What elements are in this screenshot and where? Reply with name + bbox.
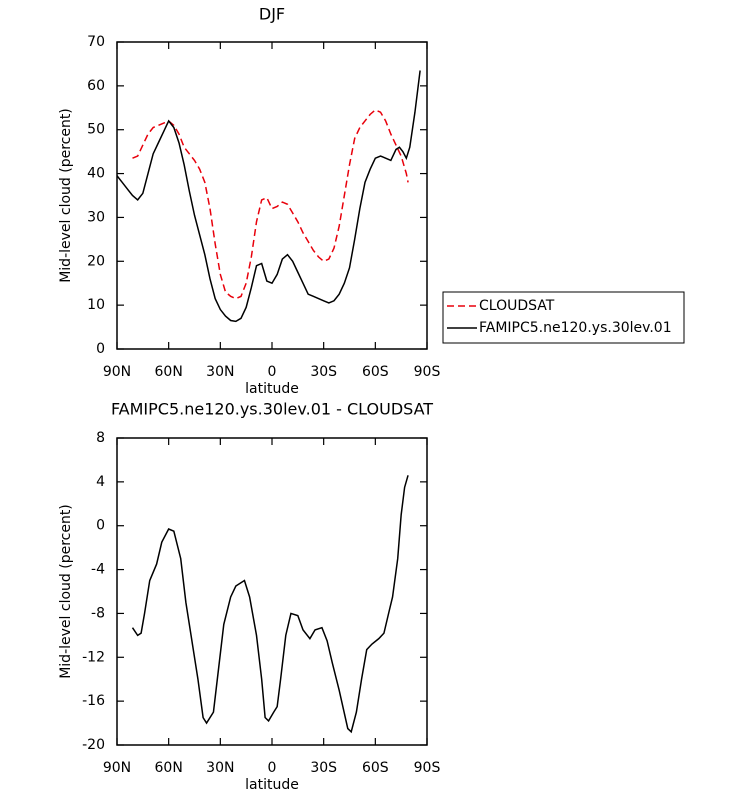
x-tick-label: 60N [155,760,183,776]
x-axis-label: latitude [245,777,299,793]
x-tick-label: 0 [268,760,277,776]
y-axis-label: Mid-level cloud (percent) [58,504,74,679]
legend-label: CLOUDSAT [479,298,555,314]
x-tick-label: 30S [310,364,337,380]
data-line [116,70,421,323]
y-tick-label: 20 [87,253,105,269]
y-tick-label: -16 [82,693,105,709]
y-tick-label: 60 [87,78,105,94]
x-tick-label: 60S [362,760,389,776]
y-tick-label: 30 [87,209,105,225]
x-tick-label: 30N [206,760,234,776]
legend-label: FAMIPC5.ne120.ys.30lev.01 [479,320,672,336]
x-tick-label: 90N [103,760,131,776]
y-tick-label: 70 [87,34,105,50]
y-axis-label: Mid-level cloud (percent) [58,108,74,283]
x-tick-label: 60N [155,364,183,380]
legend-box [442,291,685,344]
y-tick-label: 4 [96,474,105,490]
plot-frame [116,41,428,350]
x-tick-label: 60S [362,364,389,380]
plot-frame [116,437,428,746]
chart-title: DJF [259,5,285,24]
data-line [132,109,409,300]
y-tick-label: -12 [82,649,105,665]
y-tick-label: 0 [96,341,105,357]
y-tick-label: -8 [91,605,105,621]
chart-title: FAMIPC5.ne120.ys.30lev.01 - CLOUDSAT [111,400,433,419]
y-tick-label: 50 [87,122,105,138]
x-tick-label: 90S [414,760,441,776]
data-line [131,475,409,734]
x-tick-label: 90N [103,364,131,380]
x-tick-label: 30N [206,364,234,380]
x-tick-label: 90S [414,364,441,380]
y-tick-label: 8 [96,430,105,446]
y-tick-label: 0 [96,518,105,534]
y-tick-label: 40 [87,166,105,182]
y-tick-label: -20 [82,737,105,753]
x-tick-label: 0 [268,364,277,380]
y-tick-label: -4 [91,562,105,578]
y-tick-label: 10 [87,297,105,313]
x-tick-label: 30S [310,760,337,776]
x-axis-label: latitude [245,381,299,397]
